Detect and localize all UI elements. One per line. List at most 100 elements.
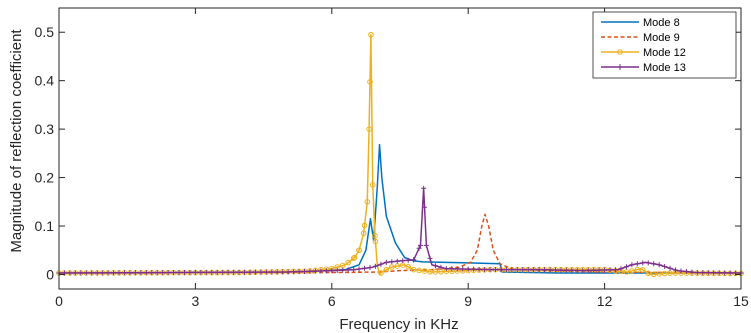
data-point bbox=[591, 267, 597, 273]
data-point bbox=[482, 266, 488, 272]
legend-label: Mode 8 bbox=[643, 17, 680, 29]
data-point bbox=[542, 267, 548, 273]
x-tick-label: 0 bbox=[55, 293, 63, 309]
legend-marker bbox=[617, 49, 623, 55]
legend-item: Mode 8 bbox=[601, 17, 680, 29]
data-point bbox=[722, 270, 728, 276]
legend-label: Mode 13 bbox=[643, 62, 686, 74]
data-point bbox=[492, 267, 498, 273]
data-point bbox=[94, 270, 100, 276]
data-point bbox=[127, 270, 133, 276]
data-point bbox=[318, 268, 324, 274]
data-point bbox=[389, 259, 395, 265]
data-point bbox=[372, 263, 378, 269]
data-point bbox=[231, 269, 237, 275]
legend-item: Mode 12 bbox=[601, 47, 686, 59]
series-line bbox=[58, 143, 741, 274]
data-point bbox=[552, 267, 558, 273]
data-point bbox=[364, 198, 371, 205]
data-point bbox=[302, 268, 308, 274]
data-point bbox=[369, 182, 376, 188]
data-point bbox=[372, 238, 379, 245]
data-point bbox=[367, 79, 373, 85]
data-point bbox=[716, 270, 722, 276]
data-point bbox=[378, 270, 384, 276]
legend: Mode 8 Mode 9 Mode 12 Mode 13 bbox=[592, 11, 737, 79]
data-point bbox=[580, 268, 586, 274]
data-point bbox=[154, 270, 160, 276]
data-point bbox=[72, 270, 78, 276]
data-point bbox=[78, 270, 84, 276]
data-point bbox=[394, 258, 400, 264]
y-tick-label: 0.2 bbox=[35, 170, 55, 186]
data-point bbox=[368, 31, 374, 38]
data-point bbox=[509, 267, 515, 273]
data-point bbox=[639, 267, 646, 273]
data-point bbox=[383, 266, 390, 273]
data-point bbox=[460, 266, 466, 272]
data-point bbox=[558, 267, 564, 273]
data-point bbox=[629, 262, 635, 268]
data-point bbox=[629, 268, 635, 274]
data-point bbox=[378, 261, 384, 267]
data-point bbox=[711, 270, 717, 276]
y-axis-label: Magnitude of reflection coefficient bbox=[8, 29, 25, 253]
data-point bbox=[503, 267, 509, 273]
data-point bbox=[667, 265, 673, 271]
data-point bbox=[187, 269, 193, 275]
data-point bbox=[634, 266, 641, 273]
data-point bbox=[252, 269, 258, 275]
data-point bbox=[181, 269, 187, 275]
data-point bbox=[280, 269, 286, 275]
data-point bbox=[203, 269, 209, 275]
data-point bbox=[405, 257, 411, 263]
data-point bbox=[345, 267, 351, 273]
data-point bbox=[100, 270, 106, 276]
data-point bbox=[623, 269, 630, 275]
data-point bbox=[645, 270, 652, 277]
data-point bbox=[432, 269, 439, 275]
data-point bbox=[421, 268, 428, 274]
data-point bbox=[432, 263, 438, 269]
data-point bbox=[574, 267, 580, 273]
data-point bbox=[111, 270, 117, 276]
y-tick-label: 0.3 bbox=[35, 121, 55, 137]
x-tick-label: 9 bbox=[464, 293, 472, 309]
data-point bbox=[727, 270, 733, 276]
data-point bbox=[683, 269, 689, 275]
data-point bbox=[192, 269, 198, 275]
data-point bbox=[89, 270, 95, 276]
data-point bbox=[340, 267, 346, 273]
data-point bbox=[423, 242, 429, 248]
data-point bbox=[394, 263, 401, 269]
data-point bbox=[634, 261, 640, 267]
series-1 bbox=[58, 143, 741, 274]
legend-label: Mode 9 bbox=[643, 32, 680, 44]
data-point bbox=[613, 267, 619, 273]
data-point bbox=[350, 255, 357, 262]
data-point bbox=[291, 269, 297, 275]
data-point bbox=[416, 245, 422, 251]
data-point bbox=[547, 267, 553, 273]
legend-item: Mode 9 bbox=[601, 32, 680, 44]
data-point bbox=[334, 267, 340, 273]
data-point bbox=[400, 258, 406, 264]
axes-box bbox=[58, 7, 742, 290]
y-tick-label: 0 bbox=[46, 266, 54, 282]
data-point bbox=[656, 271, 662, 277]
data-point bbox=[421, 185, 427, 191]
data-point bbox=[143, 270, 149, 276]
legend-marker bbox=[617, 64, 623, 70]
data-point bbox=[149, 270, 155, 276]
x-tick-label: 3 bbox=[192, 293, 200, 309]
data-point bbox=[623, 264, 629, 270]
y-tick-label: 0.5 bbox=[35, 24, 55, 40]
data-point bbox=[209, 269, 215, 275]
data-point bbox=[323, 268, 329, 274]
data-point bbox=[360, 230, 367, 237]
data-point bbox=[312, 268, 318, 274]
data-point bbox=[417, 242, 423, 248]
data-point bbox=[351, 254, 358, 261]
data-point bbox=[618, 266, 624, 272]
